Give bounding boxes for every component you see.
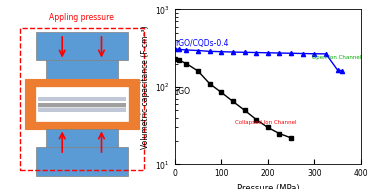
Text: rGO: rGO — [175, 87, 190, 96]
FancyBboxPatch shape — [38, 103, 126, 107]
rGO — [177, 59, 182, 62]
rGO — [277, 132, 282, 135]
FancyBboxPatch shape — [38, 97, 126, 101]
Text: rGO/CQDs-0.4: rGO/CQDs-0.4 — [175, 39, 228, 48]
rGO/CQDs-0.4 — [196, 49, 201, 52]
rGO/CQDs-0.4 — [243, 51, 247, 53]
rGO/CQDs-0.4 — [289, 52, 293, 54]
Text: Appling pressure: Appling pressure — [49, 13, 114, 22]
rGO — [289, 137, 293, 139]
rGO — [208, 83, 212, 85]
rGO — [173, 58, 177, 60]
FancyBboxPatch shape — [25, 79, 139, 129]
rGO/CQDs-0.4 — [336, 69, 340, 71]
Y-axis label: Volumetric capacitance (F cm⁻³): Volumetric capacitance (F cm⁻³) — [141, 25, 150, 149]
rGO/CQDs-0.4 — [254, 51, 259, 54]
FancyBboxPatch shape — [36, 32, 128, 60]
rGO/CQDs-0.4 — [301, 52, 305, 55]
rGO/CQDs-0.4 — [184, 49, 189, 51]
FancyBboxPatch shape — [36, 147, 128, 176]
Line: rGO: rGO — [173, 57, 293, 140]
FancyBboxPatch shape — [38, 108, 126, 112]
rGO — [243, 109, 247, 111]
FancyBboxPatch shape — [38, 107, 126, 108]
rGO/CQDs-0.4 — [173, 48, 177, 50]
rGO/CQDs-0.4 — [277, 52, 282, 54]
FancyBboxPatch shape — [46, 129, 118, 147]
rGO/CQDs-0.4 — [208, 50, 212, 53]
rGO — [219, 91, 224, 94]
rGO/CQDs-0.4 — [324, 53, 328, 55]
rGO/CQDs-0.4 — [266, 52, 270, 54]
rGO — [254, 118, 259, 121]
rGO/CQDs-0.4 — [231, 51, 235, 53]
Text: Open Ion Channel: Open Ion Channel — [312, 55, 361, 60]
Text: Collapsed Ion Channel: Collapsed Ion Channel — [235, 119, 296, 125]
rGO/CQDs-0.4 — [177, 48, 182, 50]
rGO — [184, 63, 189, 65]
Line: rGO/CQDs-0.4: rGO/CQDs-0.4 — [173, 47, 344, 73]
rGO — [231, 100, 235, 103]
rGO — [196, 70, 201, 72]
rGO — [266, 126, 270, 129]
FancyBboxPatch shape — [46, 60, 118, 79]
rGO/CQDs-0.4 — [219, 51, 224, 53]
rGO/CQDs-0.4 — [312, 53, 317, 55]
rGO/CQDs-0.4 — [340, 70, 344, 72]
X-axis label: Pressure (MPa): Pressure (MPa) — [237, 184, 299, 189]
FancyBboxPatch shape — [36, 87, 128, 121]
